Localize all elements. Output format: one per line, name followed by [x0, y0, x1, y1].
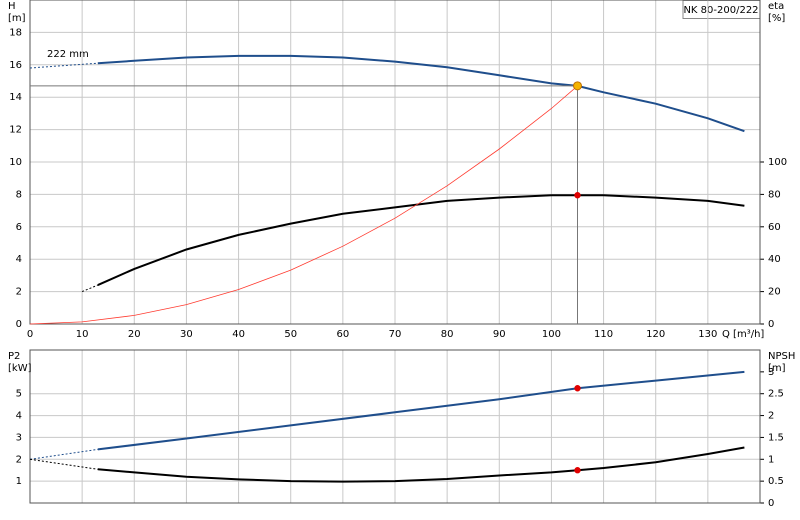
y-tick-label: 5	[16, 389, 22, 400]
x-tick-label: 110	[594, 329, 613, 340]
x-tick-label: 50	[284, 329, 297, 340]
y-tick-label: 18	[9, 27, 22, 38]
x-tick-label: 30	[180, 329, 193, 340]
chart-title: NK 80-200/222	[683, 5, 758, 16]
y-tick-label: 8	[16, 189, 22, 200]
curve	[81, 284, 98, 293]
curve	[97, 194, 745, 287]
y2-axis-label: [%]	[768, 13, 785, 24]
y-tick-label: 3	[16, 432, 22, 443]
y2-tick-label: 1.5	[768, 432, 784, 443]
y-tick-label: 2	[16, 454, 22, 465]
y2-tick-label: 60	[768, 222, 781, 233]
y2-axis-label: eta	[768, 1, 784, 12]
y-tick-label: 4	[16, 411, 22, 422]
y-tick-label: 10	[9, 157, 22, 168]
y-axis-label: P2	[8, 351, 20, 362]
x-tick-label: 40	[232, 329, 245, 340]
x-tick-label: 130	[698, 329, 717, 340]
y-tick-label: 6	[16, 222, 22, 233]
y-tick-label: 4	[16, 254, 22, 265]
operating-point	[574, 192, 581, 199]
y2-tick-label: 80	[768, 189, 781, 200]
x-tick-label: 70	[389, 329, 402, 340]
x-tick-label: 20	[128, 329, 141, 340]
y-axis-label: [kW]	[8, 363, 32, 374]
y2-axis-label: NPSH	[768, 351, 795, 362]
y2-tick-label: 20	[768, 287, 781, 298]
curve	[29, 448, 98, 460]
y2-tick-label: 0	[768, 319, 774, 330]
curve	[97, 370, 745, 451]
y2-tick-label: 2	[768, 411, 774, 422]
x-tick-label: 80	[441, 329, 454, 340]
y-tick-label: 16	[9, 60, 22, 71]
plot-frame	[29, 349, 761, 504]
y-tick-label: 0	[16, 319, 22, 330]
y2-tick-label: 0.5	[768, 476, 784, 487]
y2-tick-label: 2.5	[768, 389, 784, 400]
y-axis-label: [m]	[8, 13, 26, 24]
x-tick-label: 0	[27, 329, 33, 340]
y2-tick-label: 0	[768, 498, 774, 509]
x-axis-label: Q [m³/h]	[722, 329, 764, 340]
curve	[97, 54, 745, 133]
y-tick-label: 12	[9, 125, 22, 136]
x-tick-label: 10	[76, 329, 89, 340]
y2-tick-label: 100	[768, 157, 787, 168]
curve	[29, 62, 98, 69]
x-tick-label: 120	[646, 329, 665, 340]
y2-tick-label: 40	[768, 254, 781, 265]
y-axis-label: H	[8, 1, 16, 12]
curve	[29, 458, 98, 470]
y2-axis-label: [m]	[768, 363, 786, 374]
x-tick-label: 100	[542, 329, 561, 340]
operating-point	[574, 467, 581, 474]
curve	[97, 446, 745, 483]
y-tick-label: 14	[9, 92, 22, 103]
x-tick-label: 60	[336, 329, 349, 340]
plot-frame	[29, 0, 761, 325]
y-tick-label: 1	[16, 476, 22, 487]
curve	[29, 85, 578, 325]
y-tick-label: 2	[16, 287, 22, 298]
annotation: 222 mm	[47, 49, 89, 60]
y2-tick-label: 1	[768, 454, 774, 465]
operating-point	[574, 385, 581, 392]
x-tick-label: 90	[493, 329, 506, 340]
operating-point	[573, 81, 582, 91]
y2-tick-label: 3	[768, 367, 774, 378]
